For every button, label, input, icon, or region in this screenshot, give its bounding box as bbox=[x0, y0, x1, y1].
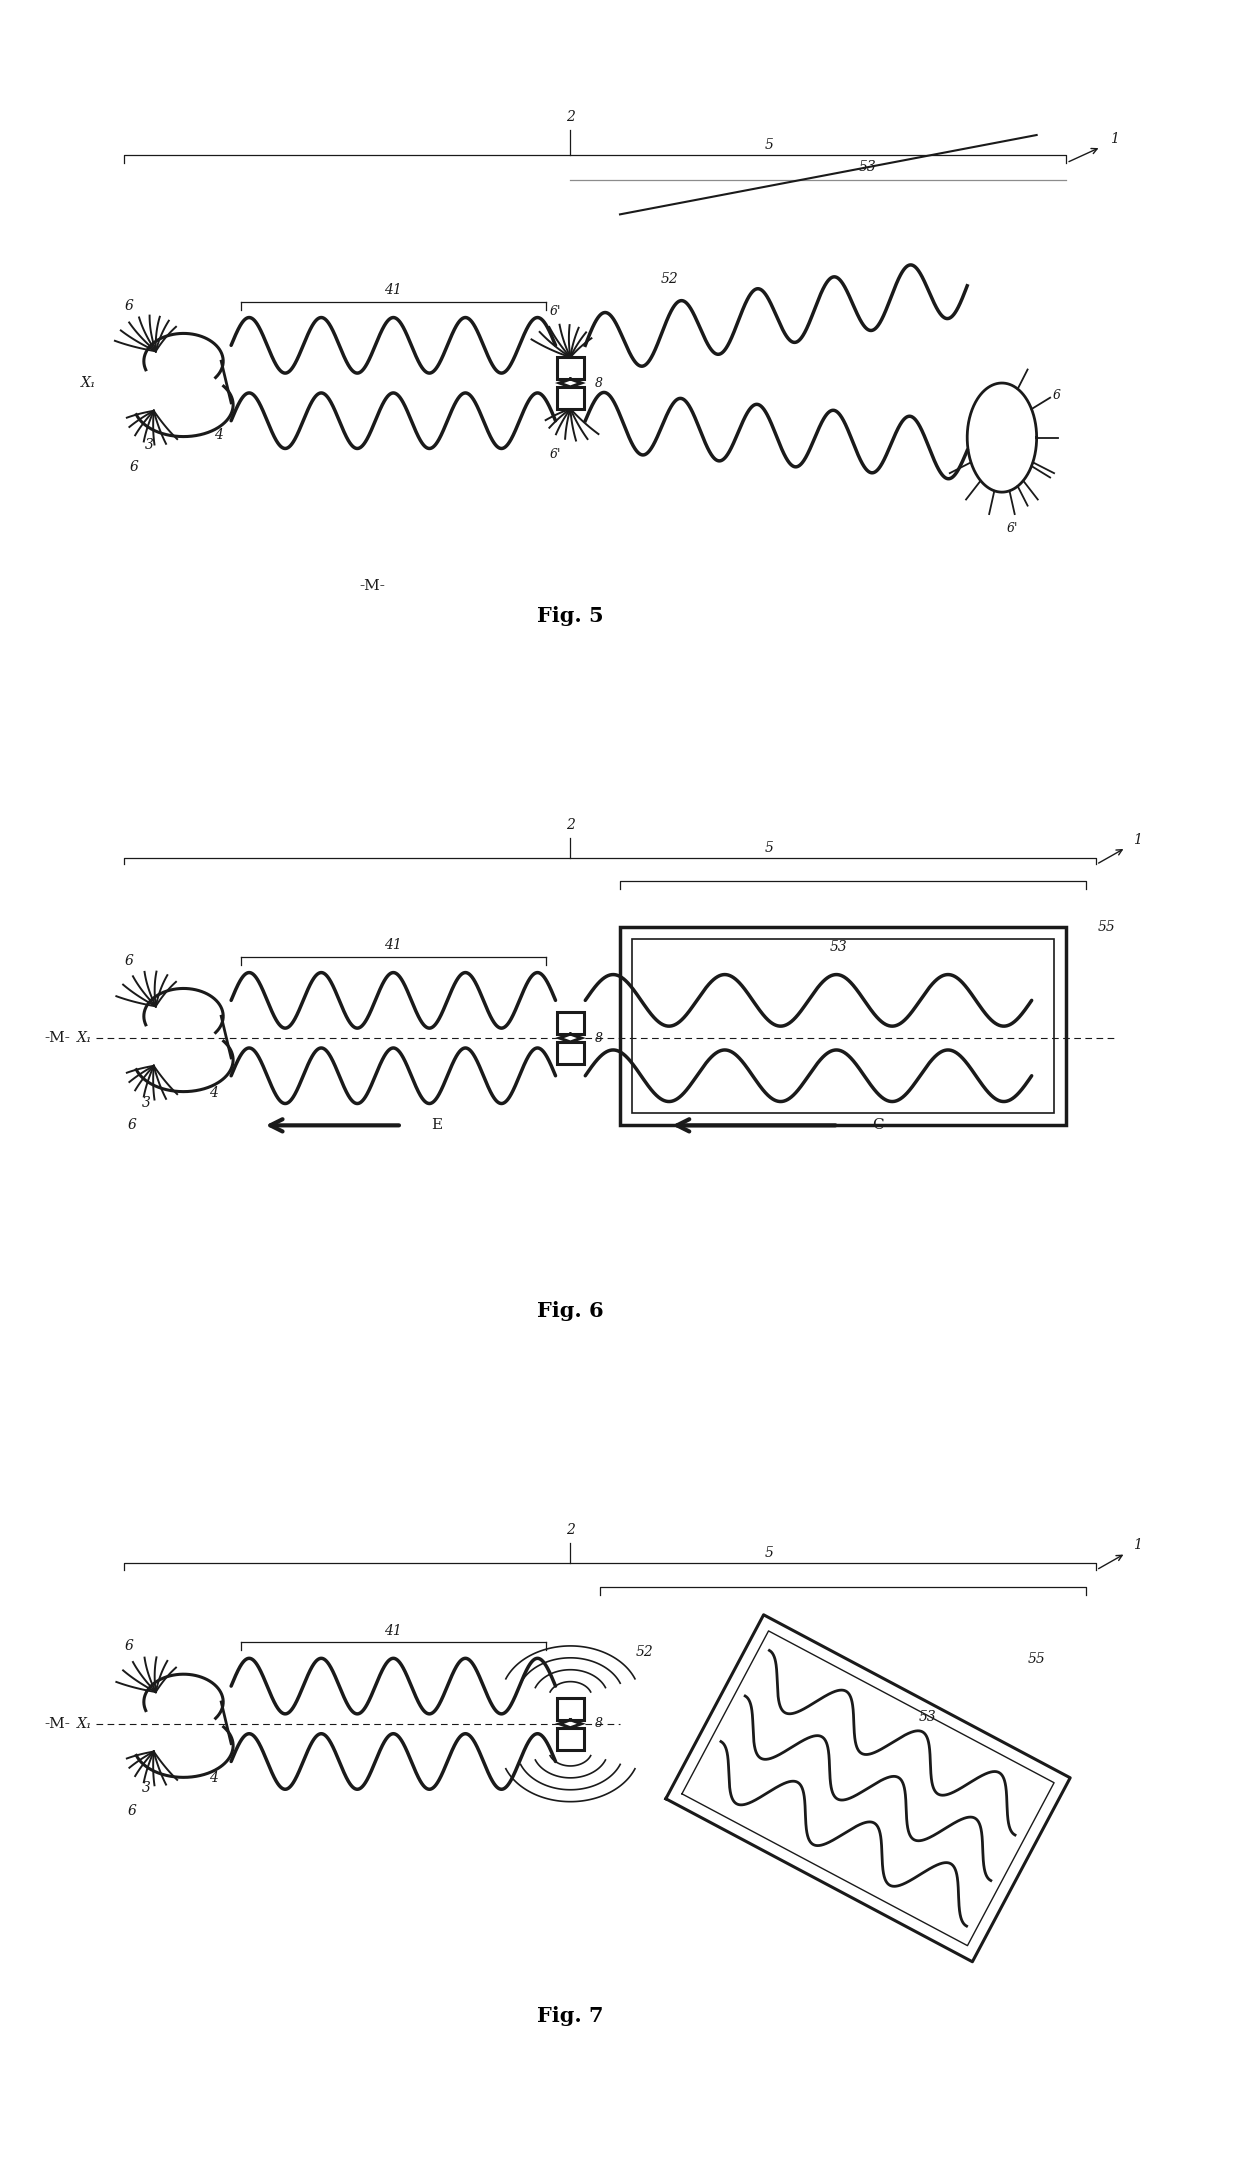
Text: 3: 3 bbox=[141, 1096, 150, 1109]
Bar bbox=[557, 386, 584, 408]
Bar bbox=[557, 1698, 584, 1719]
Text: 6': 6' bbox=[549, 306, 562, 319]
Text: -M-: -M- bbox=[45, 1717, 71, 1730]
Text: 5: 5 bbox=[764, 840, 774, 855]
Text: 5: 5 bbox=[764, 1546, 774, 1561]
Text: X₁: X₁ bbox=[77, 1717, 92, 1730]
Text: 6: 6 bbox=[124, 1639, 134, 1654]
Text: 55: 55 bbox=[1097, 921, 1115, 934]
Text: 4: 4 bbox=[208, 1772, 218, 1785]
Text: 6: 6 bbox=[128, 1118, 136, 1133]
Text: 4: 4 bbox=[208, 1086, 218, 1101]
Text: 2: 2 bbox=[565, 1524, 575, 1537]
Text: 6': 6' bbox=[1006, 523, 1018, 536]
Text: 2: 2 bbox=[565, 818, 575, 831]
Bar bbox=[632, 938, 1054, 1114]
Text: 1: 1 bbox=[1110, 132, 1118, 145]
Text: 55: 55 bbox=[1028, 1652, 1045, 1667]
Text: 6: 6 bbox=[124, 953, 134, 968]
Text: 6: 6 bbox=[1053, 389, 1060, 402]
Text: 1: 1 bbox=[1133, 834, 1142, 847]
Text: 6': 6' bbox=[549, 447, 562, 460]
Text: 3: 3 bbox=[144, 439, 154, 452]
Text: 6: 6 bbox=[129, 460, 139, 473]
Polygon shape bbox=[559, 1033, 582, 1042]
Text: E: E bbox=[432, 1118, 441, 1133]
Text: 8: 8 bbox=[595, 1717, 603, 1730]
Text: 41: 41 bbox=[384, 1624, 402, 1637]
Text: C: C bbox=[872, 1118, 884, 1133]
Text: 5: 5 bbox=[764, 139, 774, 152]
Bar bbox=[557, 1012, 584, 1033]
Text: 52: 52 bbox=[636, 1646, 653, 1659]
Text: 41: 41 bbox=[384, 282, 402, 297]
Text: 53: 53 bbox=[830, 940, 847, 953]
Bar bbox=[557, 1728, 584, 1750]
Text: -M-: -M- bbox=[360, 580, 384, 593]
Bar bbox=[557, 358, 584, 380]
Text: 52: 52 bbox=[661, 271, 678, 287]
Text: 4: 4 bbox=[213, 428, 223, 441]
Text: -M-: -M- bbox=[45, 1031, 71, 1044]
Text: Fig. 7: Fig. 7 bbox=[537, 2006, 604, 2026]
Text: X₁: X₁ bbox=[77, 1031, 92, 1044]
Bar bbox=[557, 1042, 584, 1064]
Polygon shape bbox=[559, 380, 582, 386]
Text: 53: 53 bbox=[859, 161, 877, 174]
Text: X₁: X₁ bbox=[81, 376, 97, 391]
Text: 41: 41 bbox=[384, 938, 402, 951]
Text: 6: 6 bbox=[128, 1804, 136, 1817]
Bar bbox=[620, 927, 1066, 1125]
Text: 8: 8 bbox=[595, 376, 603, 389]
Text: 1: 1 bbox=[1133, 1539, 1142, 1552]
Text: Fig. 5: Fig. 5 bbox=[537, 606, 604, 625]
Text: 3: 3 bbox=[141, 1780, 150, 1795]
Text: 8: 8 bbox=[595, 1031, 603, 1044]
Polygon shape bbox=[559, 1719, 582, 1728]
Text: 53: 53 bbox=[919, 1711, 936, 1724]
Text: 2: 2 bbox=[565, 111, 575, 124]
Text: 6: 6 bbox=[124, 300, 134, 313]
Text: Fig. 6: Fig. 6 bbox=[537, 1300, 604, 1320]
